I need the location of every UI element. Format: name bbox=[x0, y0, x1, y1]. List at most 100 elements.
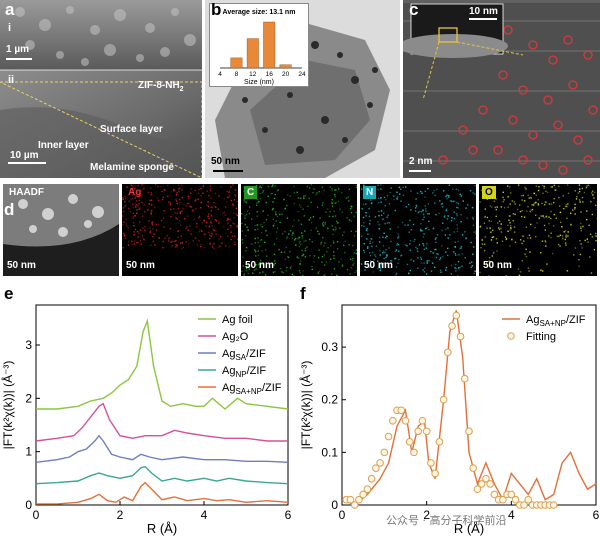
map-speckle bbox=[555, 217, 557, 219]
map-speckle bbox=[232, 204, 235, 207]
map-speckle bbox=[548, 222, 550, 225]
map-speckle bbox=[218, 238, 220, 240]
map-speckle bbox=[363, 251, 366, 254]
map-speckle bbox=[243, 273, 245, 275]
map-speckle bbox=[543, 217, 545, 219]
map-speckle bbox=[402, 194, 405, 196]
map-speckle bbox=[260, 223, 262, 226]
map-speckle bbox=[529, 237, 532, 239]
map-speckle bbox=[208, 231, 210, 234]
map-speckle bbox=[364, 262, 366, 264]
map-speckle bbox=[432, 192, 434, 194]
map-speckle bbox=[380, 197, 382, 199]
map-speckle bbox=[460, 247, 462, 249]
map-speckle bbox=[446, 218, 449, 220]
map-speckle bbox=[450, 264, 453, 267]
map-speckle bbox=[370, 202, 373, 205]
map-speckle bbox=[503, 207, 506, 209]
panel-b-scale: 50 nm bbox=[211, 156, 240, 167]
map-c-image bbox=[241, 184, 357, 276]
map-speckle bbox=[522, 194, 524, 197]
map-speckle bbox=[135, 205, 137, 207]
map-speckle bbox=[567, 192, 570, 194]
map-speckle bbox=[333, 242, 335, 244]
map-speckle bbox=[166, 235, 168, 237]
map-speckle bbox=[460, 214, 462, 216]
map-speckle bbox=[303, 215, 306, 217]
panel-c-label: c bbox=[409, 0, 419, 19]
fit-marker bbox=[482, 474, 490, 483]
map-speckle bbox=[594, 235, 597, 237]
map-speckle bbox=[420, 211, 422, 213]
map-speckle bbox=[367, 246, 369, 248]
map-speckle bbox=[363, 222, 365, 224]
map-speckle bbox=[460, 221, 462, 223]
map-speckle bbox=[273, 243, 276, 245]
map-speckle bbox=[472, 224, 475, 226]
map-speckle bbox=[410, 228, 413, 231]
map-speckle bbox=[170, 216, 172, 218]
map-speckle bbox=[423, 244, 425, 247]
map-speckle bbox=[377, 202, 380, 204]
map-speckle bbox=[391, 260, 393, 262]
map-speckle bbox=[147, 209, 149, 211]
map-speckle bbox=[134, 228, 137, 231]
map-speckle bbox=[349, 273, 351, 275]
map-speckle bbox=[300, 232, 303, 234]
map-speckle bbox=[564, 242, 567, 244]
map-speckle bbox=[586, 210, 588, 212]
map-speckle bbox=[138, 203, 140, 205]
map-speckle bbox=[483, 243, 486, 245]
map-speckle bbox=[286, 237, 288, 240]
map-speckle bbox=[369, 266, 371, 268]
map-speckle bbox=[259, 272, 261, 274]
map-speckle bbox=[353, 262, 355, 264]
map-speckle bbox=[207, 215, 209, 218]
watermark: 公众号 · 高分子科学前沿 bbox=[386, 514, 507, 527]
map-speckle bbox=[210, 210, 212, 212]
fit-marker bbox=[359, 490, 367, 499]
map-speckle bbox=[188, 242, 190, 245]
map-speckle bbox=[465, 207, 467, 209]
map-c-title: C bbox=[244, 186, 258, 199]
map-speckle bbox=[384, 251, 386, 254]
map-speckle bbox=[336, 220, 338, 223]
map-speckle bbox=[177, 207, 179, 210]
map-speckle bbox=[386, 222, 389, 224]
map-speckle bbox=[362, 216, 365, 219]
map-speckle bbox=[138, 232, 140, 234]
map-speckle bbox=[400, 255, 402, 257]
map-speckle bbox=[137, 184, 139, 187]
map-speckle bbox=[171, 245, 173, 247]
map-speckle bbox=[264, 241, 266, 243]
map-speckle bbox=[519, 204, 521, 206]
map-speckle bbox=[537, 199, 539, 201]
map-speckle bbox=[213, 247, 215, 250]
panel-a-surface-layer: Surface layer bbox=[100, 124, 163, 135]
map-speckle bbox=[388, 247, 390, 249]
map-speckle bbox=[513, 201, 515, 203]
map-speckle bbox=[158, 237, 160, 239]
map-speckle bbox=[521, 242, 523, 245]
map-speckle bbox=[293, 192, 295, 194]
map-speckle bbox=[211, 206, 213, 208]
map-speckle bbox=[496, 242, 498, 244]
map-n-scale: 50 nm bbox=[364, 260, 393, 271]
map-speckle bbox=[326, 250, 328, 253]
fit-marker bbox=[477, 480, 486, 488]
map-speckle bbox=[576, 196, 578, 198]
map-speckle bbox=[586, 218, 588, 221]
map-speckle bbox=[192, 208, 195, 211]
map-speckle bbox=[420, 223, 422, 225]
map-speckle bbox=[460, 246, 463, 248]
map-speckle bbox=[530, 223, 532, 226]
map-speckle bbox=[451, 217, 453, 219]
map-speckle bbox=[204, 233, 206, 236]
map-speckle bbox=[398, 186, 401, 189]
map-speckle bbox=[445, 269, 447, 271]
map-speckle bbox=[135, 206, 137, 208]
map-speckle bbox=[160, 219, 163, 222]
x-axis-label: R (Å) bbox=[454, 521, 484, 536]
map-speckle bbox=[337, 222, 339, 224]
map-speckle bbox=[226, 201, 228, 203]
